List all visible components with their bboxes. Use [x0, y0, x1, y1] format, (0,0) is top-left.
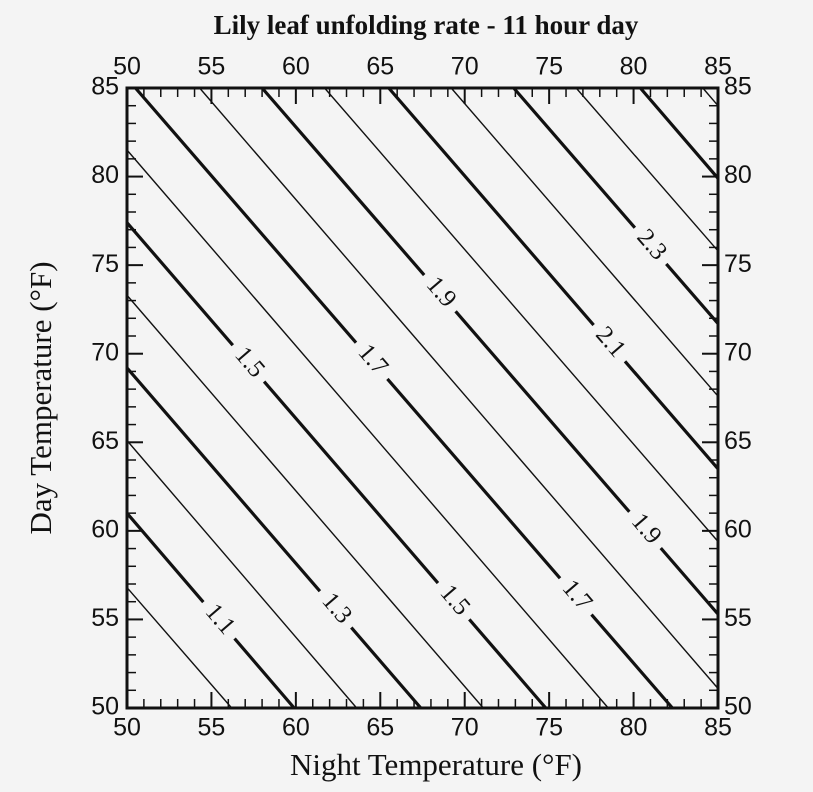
x-tick-label-top: 55 — [198, 53, 226, 81]
contour-line — [512, 86, 720, 325]
contour-label-bg — [427, 573, 480, 629]
contour-label-bg — [624, 218, 677, 274]
contour-label-bg — [222, 336, 275, 391]
x-tick-label: 60 — [282, 714, 310, 742]
y-tick-label: 70 — [91, 338, 119, 366]
contour-label-bg — [345, 333, 399, 389]
y-tick-label-right: 60 — [724, 515, 752, 543]
x-tick-label-top: 50 — [113, 53, 141, 81]
y-tick-label: 75 — [91, 250, 119, 278]
y-tick-label: 50 — [91, 693, 119, 721]
x-tick-label: 80 — [620, 714, 648, 742]
contour-label-bg — [309, 582, 362, 637]
y-tick-label: 85 — [91, 73, 119, 101]
x-tick-label-top: 75 — [535, 53, 563, 81]
contour-line — [575, 87, 719, 252]
x-tick-label: 70 — [451, 714, 479, 742]
x-tick-label: 85 — [704, 714, 732, 742]
y-tick-label-right: 70 — [724, 338, 752, 366]
contour-line — [450, 87, 719, 397]
x-tick-label-top: 60 — [282, 53, 310, 81]
y-tick-label: 60 — [91, 515, 119, 543]
x-tick-label-top: 65 — [366, 53, 394, 81]
contour-line — [639, 86, 720, 180]
contour-line — [199, 87, 719, 689]
y-tick-label: 80 — [91, 161, 119, 189]
x-tick-label-top: 85 — [704, 53, 732, 81]
x-tick-label: 55 — [198, 714, 226, 742]
y-tick-label-right: 50 — [724, 693, 752, 721]
y-tick-label-right: 80 — [724, 161, 752, 189]
contour-line — [126, 587, 233, 709]
y-tick-label-right: 75 — [724, 250, 752, 278]
contour-label-bg — [192, 592, 246, 648]
y-axis-label: Day Temperature (°F) — [23, 261, 58, 534]
y-tick-label: 55 — [91, 604, 119, 632]
x-tick-label-top: 70 — [451, 53, 479, 81]
contour-label-bg — [549, 569, 603, 624]
x-tick-label: 50 — [113, 714, 141, 742]
contour-line — [125, 221, 547, 710]
chart-title: Lily leaf unfolding rate - 11 hour day — [214, 10, 639, 40]
y-tick-label-right: 85 — [724, 73, 752, 101]
contour-line — [324, 87, 719, 542]
contour-line — [702, 87, 719, 107]
contour-line — [387, 86, 720, 470]
contour-label-bg — [583, 315, 636, 371]
contour-label-bg — [413, 265, 467, 321]
y-tick-label-right: 65 — [724, 427, 752, 455]
contour-line — [126, 149, 609, 709]
contour-line — [126, 294, 484, 709]
x-tick-label-top: 80 — [620, 53, 648, 81]
contour-line — [126, 440, 358, 709]
x-tick-label: 75 — [535, 714, 563, 742]
plot-frame — [125, 86, 720, 710]
contour-label-bg — [618, 502, 672, 558]
contour-line — [125, 366, 423, 710]
y-tick-label-right: 55 — [724, 604, 752, 632]
x-tick-label: 65 — [366, 714, 394, 742]
y-tick-label: 65 — [91, 427, 119, 455]
x-axis-label: Night Temperature (°F) — [290, 747, 582, 782]
